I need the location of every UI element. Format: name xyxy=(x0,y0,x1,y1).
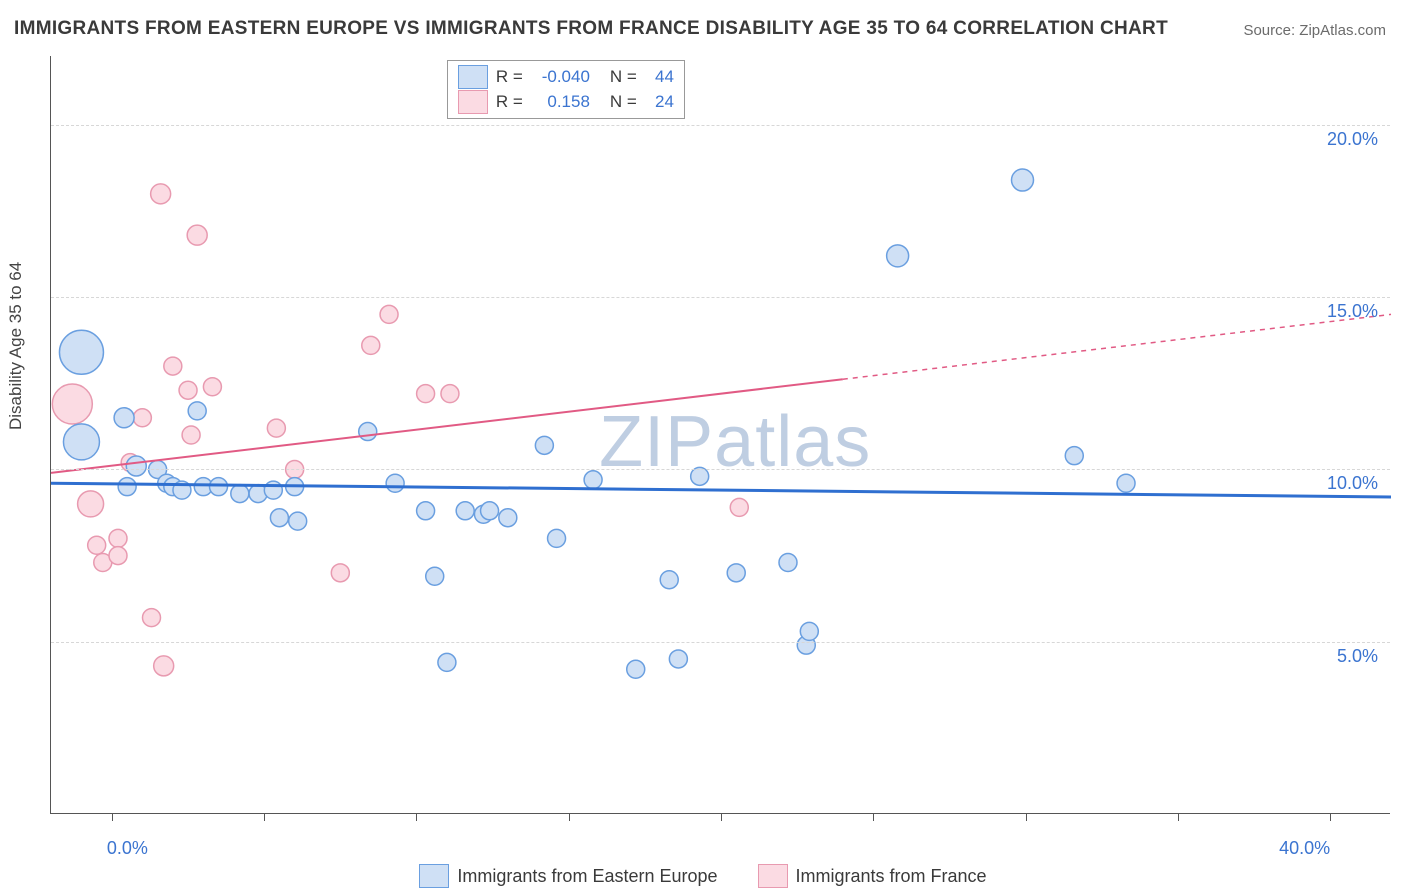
chart-svg xyxy=(51,56,1391,814)
data-point xyxy=(417,502,435,520)
x-tick xyxy=(416,813,417,821)
swatch xyxy=(458,90,488,114)
x-axis-label: 0.0% xyxy=(107,838,148,859)
y-tick-label: 20.0% xyxy=(1327,129,1378,150)
x-tick xyxy=(1026,813,1027,821)
data-point xyxy=(627,660,645,678)
data-point xyxy=(78,491,104,517)
data-point xyxy=(426,567,444,585)
data-point xyxy=(1117,474,1135,492)
swatch-pink xyxy=(758,864,788,888)
data-point xyxy=(887,245,909,267)
data-point xyxy=(386,474,404,492)
data-point xyxy=(52,384,92,424)
stat-value-r: 0.158 xyxy=(530,92,590,112)
data-point xyxy=(151,184,171,204)
data-point xyxy=(203,378,221,396)
series-legend: Immigrants from Eastern Europe Immigrant… xyxy=(0,864,1406,888)
data-point xyxy=(114,408,134,428)
data-point xyxy=(362,336,380,354)
data-point xyxy=(417,385,435,403)
data-point xyxy=(438,653,456,671)
swatch xyxy=(458,65,488,89)
data-point xyxy=(660,571,678,589)
data-point xyxy=(456,502,474,520)
data-point xyxy=(118,478,136,496)
plot-area: ZIPatlas R =-0.040N =44R =0.158N =24 5.0… xyxy=(50,56,1390,814)
data-point xyxy=(231,485,249,503)
legend-item-pink: Immigrants from France xyxy=(758,864,987,888)
data-point xyxy=(133,409,151,427)
stats-legend-row: R = 0.158 N = 24 xyxy=(458,90,674,114)
gridline xyxy=(51,469,1390,470)
gridline xyxy=(51,125,1390,126)
x-tick xyxy=(1178,813,1179,821)
data-point xyxy=(548,529,566,547)
trend-line-dashed xyxy=(843,314,1391,379)
legend-label-pink: Immigrants from France xyxy=(796,866,987,887)
swatch-blue xyxy=(419,864,449,888)
data-point xyxy=(59,330,103,374)
data-point xyxy=(359,423,377,441)
data-point xyxy=(289,512,307,530)
data-point xyxy=(1065,447,1083,465)
x-tick xyxy=(112,813,113,821)
data-point xyxy=(331,564,349,582)
x-tick xyxy=(873,813,874,821)
data-point xyxy=(154,656,174,676)
data-point xyxy=(267,419,285,437)
data-point xyxy=(584,471,602,489)
data-point xyxy=(270,509,288,527)
data-point xyxy=(441,385,459,403)
data-point xyxy=(63,424,99,460)
stat-label-n: N = xyxy=(610,92,638,112)
chart-title: IMMIGRANTS FROM EASTERN EUROPE VS IMMIGR… xyxy=(14,18,1168,40)
data-point xyxy=(88,536,106,554)
source-label: Source: ZipAtlas.com xyxy=(1243,22,1386,39)
x-tick xyxy=(1330,813,1331,821)
data-point xyxy=(1012,169,1034,191)
stats-legend-row: R = -0.040 N = 44 xyxy=(458,65,674,89)
stat-label-r: R = xyxy=(496,92,524,112)
data-point xyxy=(380,305,398,323)
data-point xyxy=(535,436,553,454)
gridline xyxy=(51,297,1390,298)
data-point xyxy=(164,357,182,375)
legend-item-blue: Immigrants from Eastern Europe xyxy=(419,864,717,888)
data-point xyxy=(730,498,748,516)
stat-value-r: -0.040 xyxy=(530,67,590,87)
data-point xyxy=(499,509,517,527)
data-point xyxy=(727,564,745,582)
data-point xyxy=(210,478,228,496)
stat-label-n: N = xyxy=(610,67,638,87)
data-point xyxy=(481,502,499,520)
data-point xyxy=(800,622,818,640)
y-tick-label: 15.0% xyxy=(1327,301,1378,322)
x-tick xyxy=(721,813,722,821)
data-point xyxy=(143,609,161,627)
data-point xyxy=(264,481,282,499)
stat-value-n: 24 xyxy=(644,92,674,112)
stat-label-r: R = xyxy=(496,67,524,87)
data-point xyxy=(669,650,687,668)
x-tick xyxy=(264,813,265,821)
y-tick-label: 10.0% xyxy=(1327,473,1378,494)
data-point xyxy=(179,381,197,399)
y-tick-label: 5.0% xyxy=(1337,646,1378,667)
data-point xyxy=(109,529,127,547)
x-tick xyxy=(569,813,570,821)
legend-label-blue: Immigrants from Eastern Europe xyxy=(457,866,717,887)
data-point xyxy=(182,426,200,444)
y-axis-title: Disability Age 35 to 64 xyxy=(6,262,26,430)
data-point xyxy=(109,547,127,565)
x-axis-label: 40.0% xyxy=(1279,838,1330,859)
stat-value-n: 44 xyxy=(644,67,674,87)
gridline xyxy=(51,642,1390,643)
stats-legend: R = -0.040 N = 44 R = 0.158 N = 24 xyxy=(447,60,685,119)
data-point xyxy=(779,553,797,571)
data-point xyxy=(126,456,146,476)
data-point xyxy=(188,402,206,420)
data-point xyxy=(187,225,207,245)
